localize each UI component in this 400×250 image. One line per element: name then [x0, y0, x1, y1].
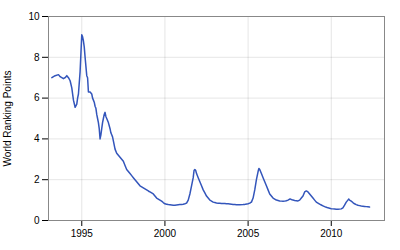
svg-text:0: 0 [34, 215, 40, 226]
svg-text:2010: 2010 [320, 228, 343, 239]
svg-text:10: 10 [28, 11, 40, 22]
svg-text:8: 8 [34, 52, 40, 63]
svg-text:6: 6 [34, 92, 40, 103]
svg-text:2005: 2005 [237, 228, 260, 239]
svg-text:1995: 1995 [71, 228, 94, 239]
svg-text:2000: 2000 [154, 228, 177, 239]
svg-text:World Ranking Points: World Ranking Points [2, 71, 13, 167]
svg-text:4: 4 [34, 133, 40, 144]
svg-text:2: 2 [34, 174, 40, 185]
